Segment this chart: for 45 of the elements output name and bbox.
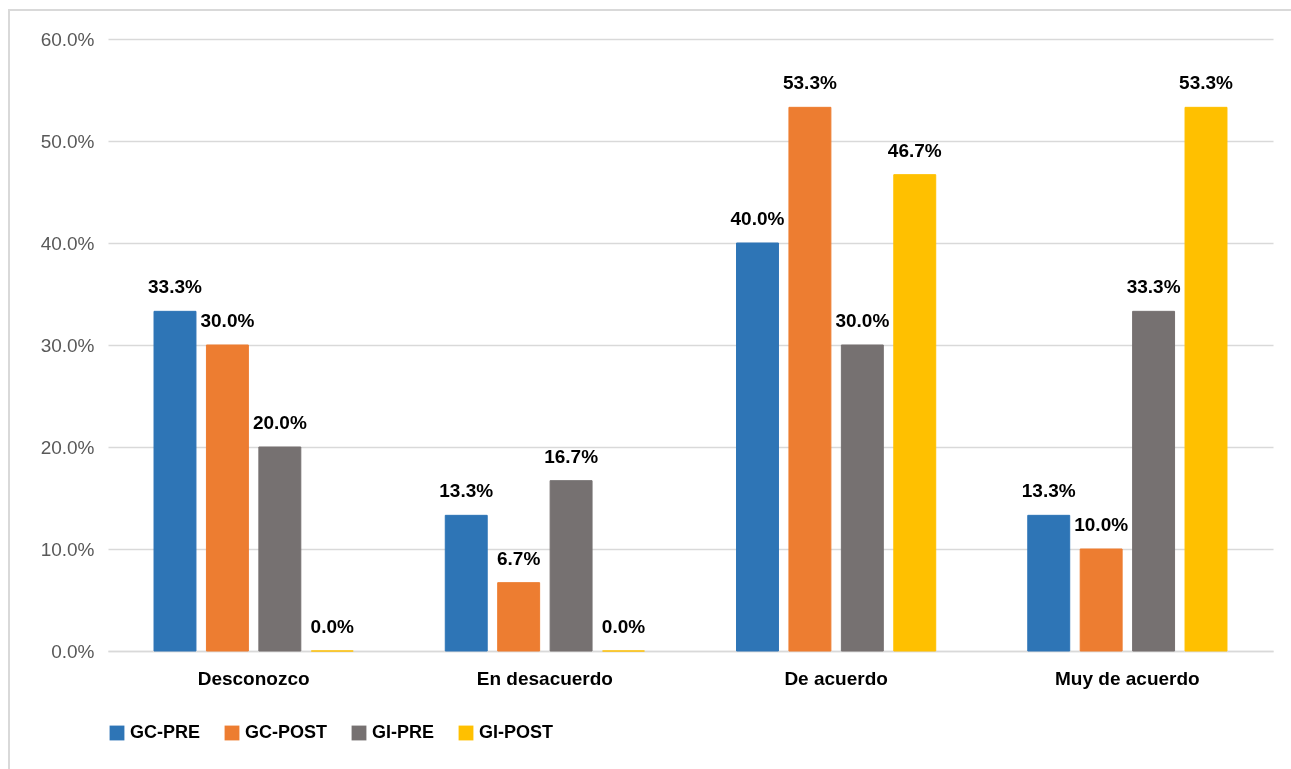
y-tick-label: 20.0% [40,436,95,458]
y-tick-label: 30.0% [40,334,95,356]
x-tick-label: Muy de acuerdo [1055,667,1200,689]
bar [258,446,302,652]
data-label: 13.3% [439,480,494,502]
data-label: 13.3% [1021,480,1076,502]
data-label: 46.7% [887,139,942,161]
data-label: 33.3% [1126,276,1181,298]
bar [893,174,937,652]
bar [736,242,779,652]
bar [549,480,593,652]
data-label: 30.0% [200,310,255,331]
legend-label: GC-PRE [130,722,201,742]
data-label: 30.0% [835,310,890,331]
y-tick-label: 40.0% [40,232,95,254]
bar [1027,514,1071,652]
data-label: 20.0% [252,412,307,433]
y-tick-label: 50.0% [40,130,95,152]
legend-label: GC-POST [245,722,328,742]
x-tick-label: En desacuerdo [476,667,613,689]
data-label: 10.0% [1074,514,1129,535]
y-tick-label: 60.0% [40,28,95,50]
data-label: 0.0% [310,616,355,637]
legend-label: GI-POST [479,722,554,742]
bar [497,582,541,652]
x-tick-label: Desconozco [197,667,310,689]
x-tick-label: De acuerdo [784,667,888,689]
bar [444,514,488,652]
bar [153,310,197,652]
bar [840,344,884,652]
bar [1184,106,1228,652]
bar [205,344,249,652]
bar [1132,310,1176,652]
data-label: 53.3% [1179,72,1234,94]
data-label: 40.0% [730,208,785,229]
bar [1079,548,1123,652]
legend-label: GI-PRE [372,722,435,742]
data-label: 33.3% [148,276,203,298]
data-label: 0.0% [601,616,646,637]
data-label: 53.3% [782,72,837,94]
y-tick-label: 0.0% [51,640,95,662]
data-label: 6.7% [497,547,541,569]
data-label: 16.7% [544,445,599,467]
y-tick-label: 10.0% [40,538,95,560]
bar [788,106,832,652]
